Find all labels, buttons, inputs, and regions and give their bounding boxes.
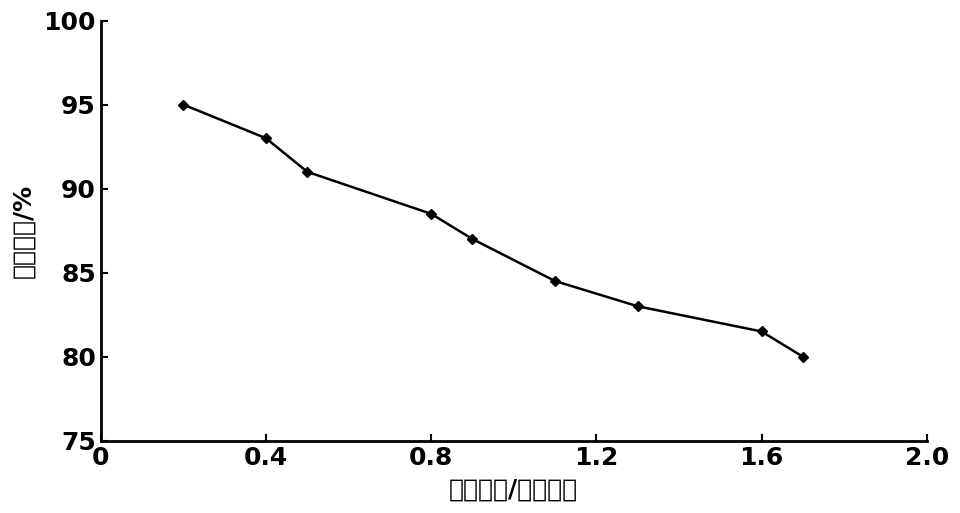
Y-axis label: 放电效率/%: 放电效率/% xyxy=(12,184,36,278)
X-axis label: 放电功率/额定功率: 放电功率/额定功率 xyxy=(449,478,578,502)
